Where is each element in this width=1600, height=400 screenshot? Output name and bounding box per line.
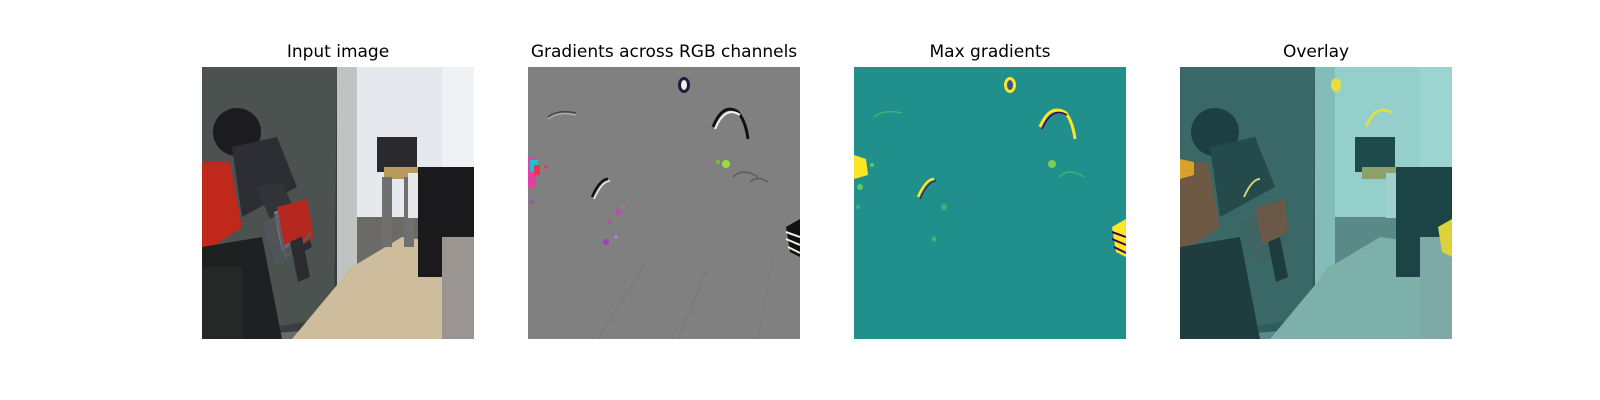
panel-title: Input image bbox=[286, 42, 390, 62]
input-image bbox=[202, 67, 474, 339]
gradients-rgb-heatmap bbox=[528, 67, 800, 339]
panel-max-gradients: Max gradients bbox=[854, 0, 1126, 400]
panel-gradients-rgb: Gradients across RGB channels bbox=[528, 0, 800, 400]
panel-overlay: Overlay bbox=[1180, 0, 1452, 400]
panel-title: Gradients across RGB channels bbox=[530, 42, 798, 62]
panel-title: Max gradients bbox=[929, 42, 1051, 62]
panel-input-image: Input image bbox=[202, 0, 474, 400]
panel-title: Overlay bbox=[1282, 42, 1350, 62]
overlay-image bbox=[1180, 67, 1452, 339]
max-gradients-heatmap bbox=[854, 67, 1126, 339]
